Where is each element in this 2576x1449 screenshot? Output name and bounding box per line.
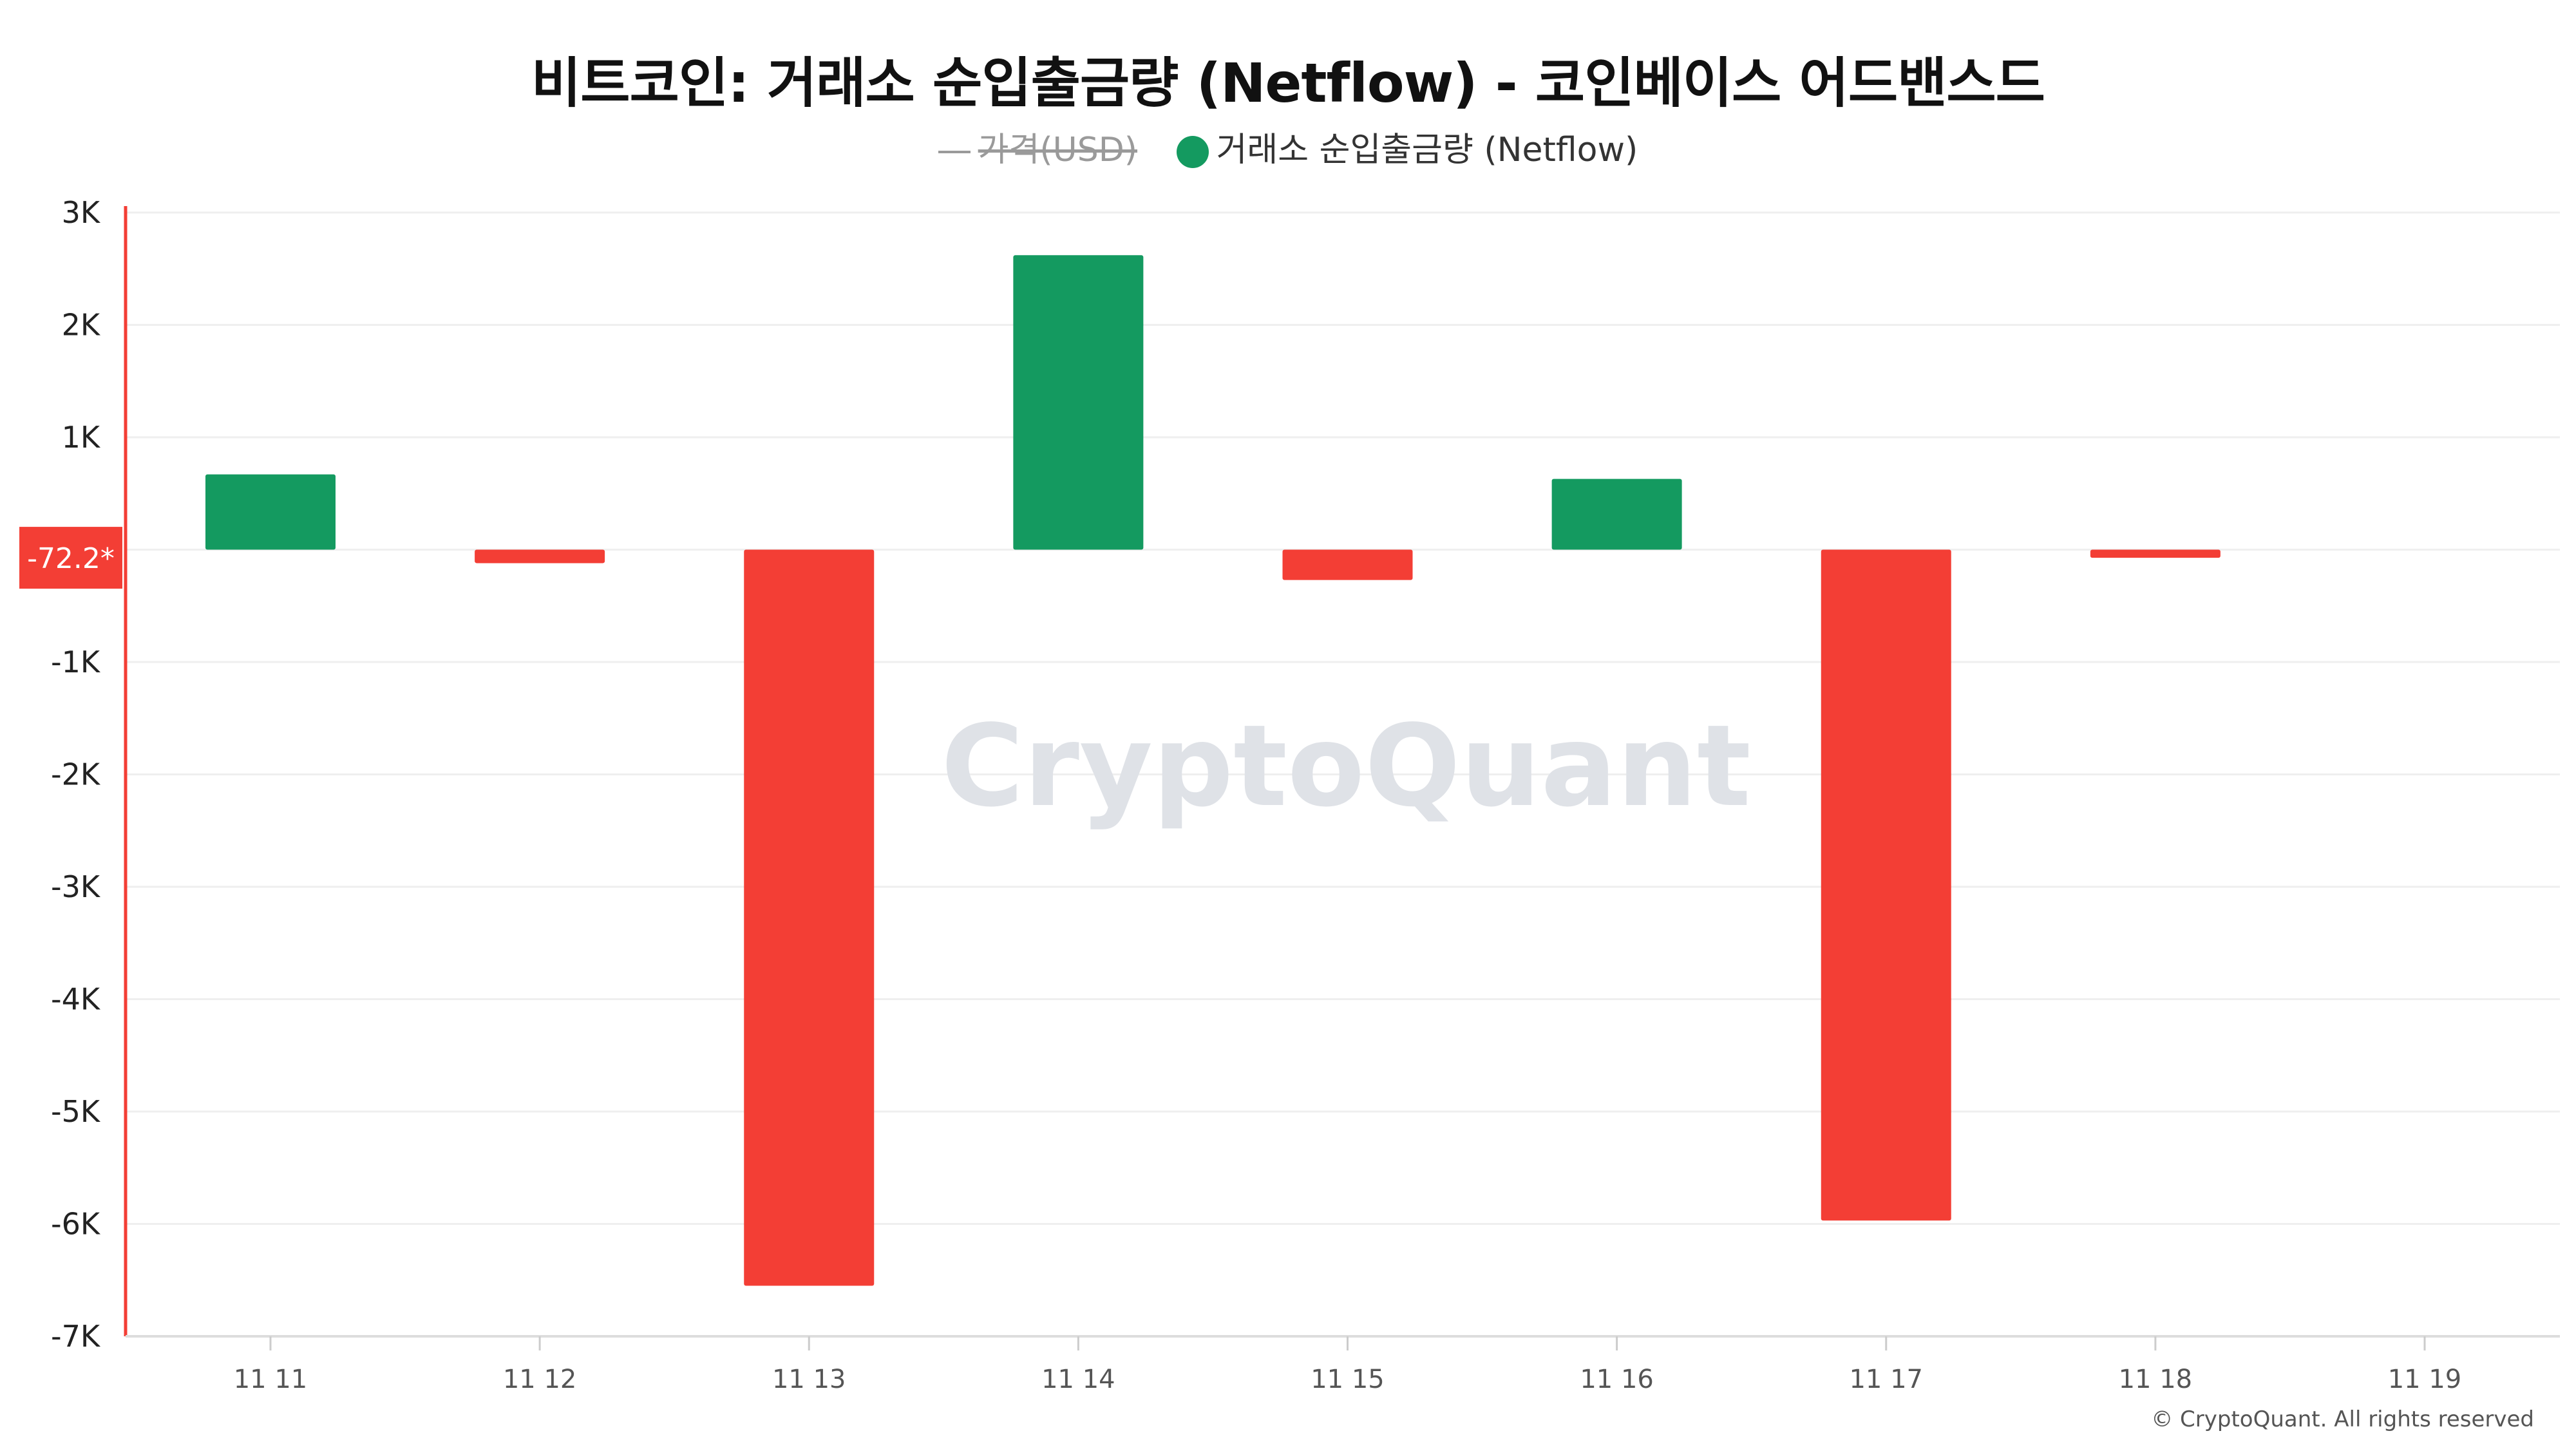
bar[interactable] xyxy=(1821,549,1951,1221)
x-tick-label: 11 14 xyxy=(1041,1365,1115,1394)
current-value-marker xyxy=(19,527,122,589)
bar[interactable] xyxy=(205,474,336,550)
legend-label-netflow: 거래소 순입출금량 (Netflow) xyxy=(1216,131,1638,169)
legend-line-icon xyxy=(938,151,971,153)
bar[interactable] xyxy=(1551,478,1682,550)
bar[interactable] xyxy=(2090,549,2221,558)
legend-item-netflow[interactable]: 거래소 순입출금량 (Netflow) xyxy=(1176,122,1638,171)
y-tick-label: -1K xyxy=(51,645,101,679)
x-tick-label: 11 12 xyxy=(503,1365,577,1394)
y-tick-label: -3K xyxy=(51,869,101,904)
legend-dot-icon xyxy=(1176,136,1209,168)
chart-title: 비트코인: 거래소 순입출금량 (Netflow) - 코인베이스 어드밴스드 xyxy=(531,52,2045,115)
y-tick-label: 1K xyxy=(62,420,101,455)
x-tick-label: 11 17 xyxy=(1849,1365,1923,1394)
legend-item-price[interactable]: 가격(USD) xyxy=(938,122,1137,171)
x-tick-label: 11 15 xyxy=(1311,1365,1385,1394)
x-tick-label: 11 16 xyxy=(1580,1365,1654,1394)
y-tick-label: -4K xyxy=(51,982,101,1017)
legend: 가격(USD) 거래소 순입출금량 (Netflow) xyxy=(0,122,2576,171)
bar[interactable] xyxy=(744,549,875,1286)
bar[interactable] xyxy=(1282,549,1413,580)
y-tick-label: -2K xyxy=(51,757,101,792)
y-tick-label: 2K xyxy=(62,308,101,343)
copyright-text: © CryptoQuant. All rights reserved xyxy=(2151,1406,2534,1432)
y-tick-label: 3K xyxy=(62,195,101,230)
y-tick-label: -5K xyxy=(51,1094,101,1129)
x-tick-label: 11 19 xyxy=(2388,1365,2462,1394)
legend-label-price: 가격(USD) xyxy=(978,131,1138,169)
x-tick-label: 11 18 xyxy=(2119,1365,2193,1394)
x-tick-label: 11 11 xyxy=(234,1365,308,1394)
y-tick-label: -6K xyxy=(51,1207,101,1242)
x-tick-label: 11 13 xyxy=(772,1365,846,1394)
current-value-label: -72.2* xyxy=(27,542,115,575)
watermark: CryptoQuant xyxy=(941,701,1751,832)
bar[interactable] xyxy=(475,549,605,564)
bar[interactable] xyxy=(1013,255,1144,550)
y-tick-label: -7K xyxy=(51,1319,101,1354)
